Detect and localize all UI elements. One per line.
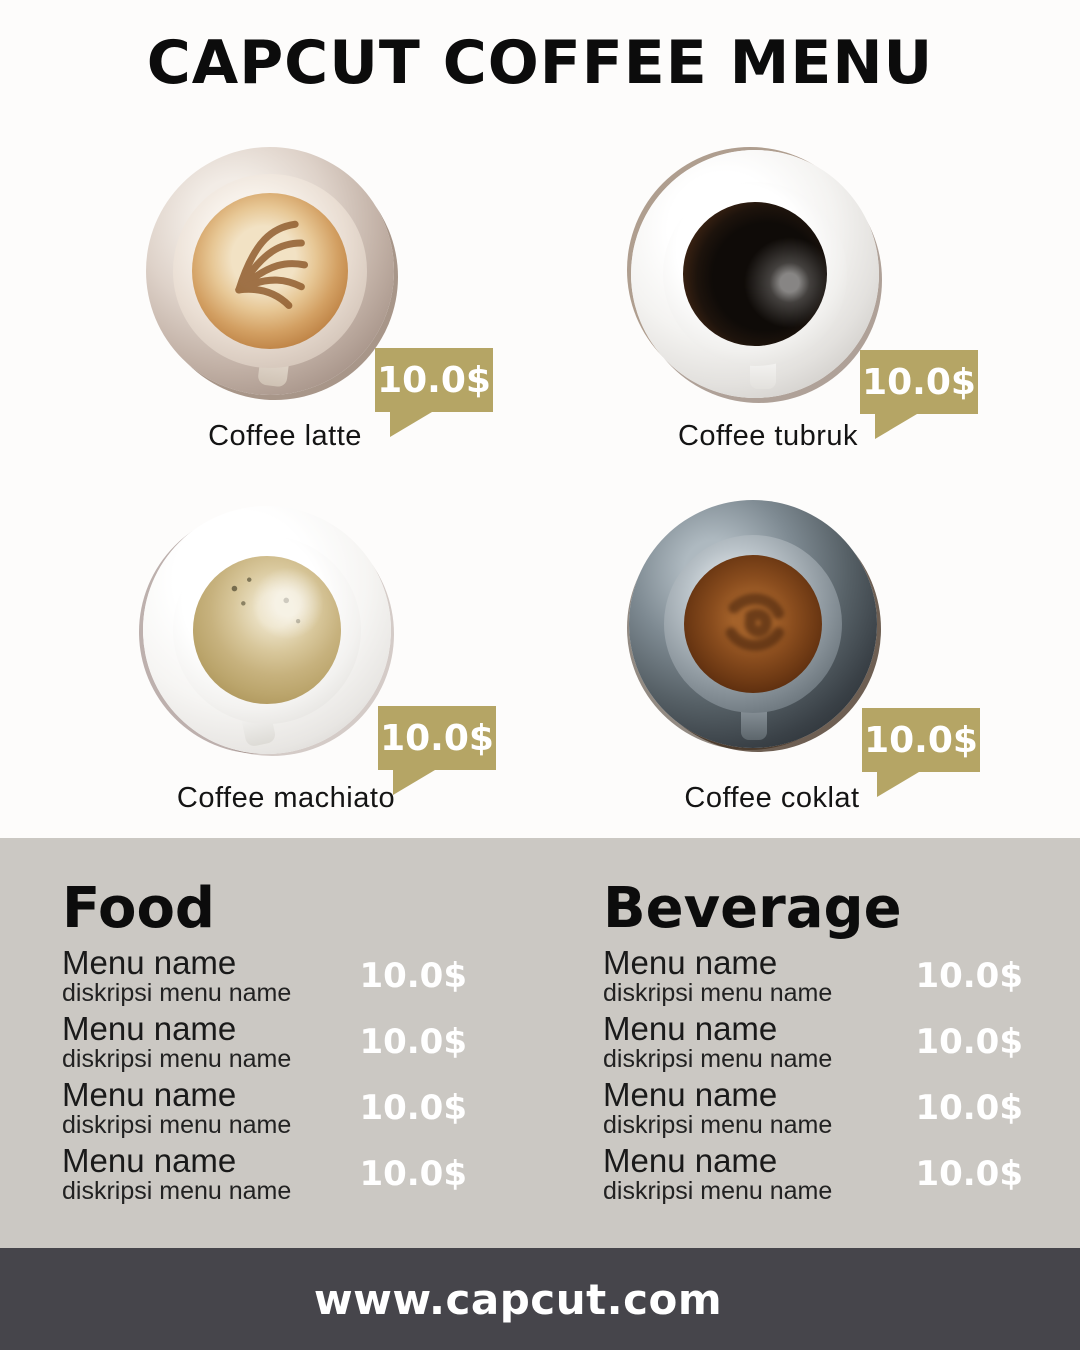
footer-bar: www.capcut.com: [0, 1248, 1080, 1350]
menu-item-description: diskripsi menu name: [603, 978, 833, 1007]
menu-item-price: 10.0$: [915, 1153, 1023, 1194]
menu-item-row: Menu name diskripsi menu name 10.0$: [62, 944, 467, 1007]
menu-item-row: Menu name diskripsi menu name 10.0$: [603, 1010, 1023, 1073]
menu-item-price: 10.0$: [359, 955, 467, 996]
menu-item-text: Menu name diskripsi menu name: [62, 945, 291, 1007]
coffee-latte-photo: [146, 147, 394, 395]
menu-item-text: Menu name diskripsi menu name: [603, 1143, 832, 1205]
price-label: 10.0$: [864, 719, 978, 761]
menu-item-description: diskripsi menu name: [603, 1176, 833, 1205]
price-badge: 10.0$: [375, 348, 493, 437]
menu-item-row: Menu name diskripsi menu name 10.0$: [62, 1076, 467, 1139]
menu-section: Food Menu name diskripsi menu name 10.0$…: [0, 838, 1080, 1248]
menu-item-price: 10.0$: [915, 955, 1023, 996]
chocolate-coffee-surface-image: [683, 554, 823, 694]
menu-item-text: Menu name diskripsi menu name: [62, 1011, 291, 1073]
menu-item-name: Menu name: [62, 1141, 237, 1179]
food-column: Food Menu name diskripsi menu name 10.0$…: [62, 880, 467, 1208]
menu-item-name: Menu name: [603, 1009, 778, 1047]
price-label: 10.0$: [377, 359, 491, 401]
menu-item-description: diskripsi menu name: [62, 1110, 292, 1139]
menu-item-name: Menu name: [603, 1075, 778, 1113]
food-heading: Food: [62, 876, 216, 941]
product-name-label: Coffee tubruk: [677, 420, 859, 452]
menu-item-text: Menu name diskripsi menu name: [62, 1143, 291, 1205]
menu-item-row: Menu name diskripsi menu name 10.0$: [62, 1010, 467, 1073]
price-label: 10.0$: [380, 717, 494, 759]
menu-item-text: Menu name diskripsi menu name: [603, 1011, 832, 1073]
menu-item-name: Menu name: [62, 1009, 237, 1047]
product-name-label: Coffee coklat: [684, 782, 860, 814]
menu-item-text: Menu name diskripsi menu name: [603, 1077, 832, 1139]
menu-item-price: 10.0$: [915, 1087, 1023, 1128]
menu-item-description: diskripsi menu name: [603, 1044, 833, 1073]
beverage-heading: Beverage: [603, 876, 902, 941]
coffee-machiato-photo: [143, 506, 391, 754]
menu-item-row: Menu name diskripsi menu name 10.0$: [603, 1142, 1023, 1205]
coffee-coklat-photo: [629, 500, 877, 748]
menu-item-name: Menu name: [603, 1141, 778, 1179]
menu-item-row: Menu name diskripsi menu name 10.0$: [603, 944, 1023, 1007]
website-url: www.capcut.com: [313, 1274, 723, 1324]
black-coffee-surface-image: [683, 202, 827, 346]
latte-surface-image: [191, 192, 349, 350]
menu-item-name: Menu name: [62, 943, 237, 981]
poster-title: CAPCUT COFFEE MENU: [146, 28, 934, 98]
menu-item-name: Menu name: [603, 943, 778, 981]
price-label: 10.0$: [862, 361, 976, 403]
menu-item-row: Menu name diskripsi menu name 10.0$: [62, 1142, 467, 1205]
menu-item-price: 10.0$: [915, 1021, 1023, 1062]
menu-item-description: diskripsi menu name: [62, 1044, 292, 1073]
crema-surface-image: [192, 555, 342, 705]
menu-item-text: Menu name diskripsi menu name: [603, 945, 832, 1007]
product-name-label: Coffee machiato: [176, 782, 396, 814]
price-badge: 10.0$: [860, 350, 978, 439]
latte-art-fern: [235, 220, 308, 309]
price-badge: 10.0$: [862, 708, 980, 797]
price-badge: 10.0$: [378, 706, 496, 795]
menu-item-description: diskripsi menu name: [62, 1176, 292, 1205]
menu-item-text: Menu name diskripsi menu name: [62, 1077, 291, 1139]
menu-item-row: Menu name diskripsi menu name 10.0$: [603, 1076, 1023, 1139]
coffee-swirl: [725, 593, 784, 651]
coffee-tubruk-photo: [631, 150, 879, 398]
menu-item-name: Menu name: [62, 1075, 237, 1113]
menu-item-price: 10.0$: [359, 1021, 467, 1062]
menu-item-description: diskripsi menu name: [603, 1110, 833, 1139]
menu-item-price: 10.0$: [359, 1153, 467, 1194]
menu-item-price: 10.0$: [359, 1087, 467, 1128]
product-name-label: Coffee latte: [208, 420, 362, 452]
beverage-column: Beverage Menu name diskripsi menu name 1…: [603, 880, 1023, 1208]
menu-item-description: diskripsi menu name: [62, 978, 292, 1007]
